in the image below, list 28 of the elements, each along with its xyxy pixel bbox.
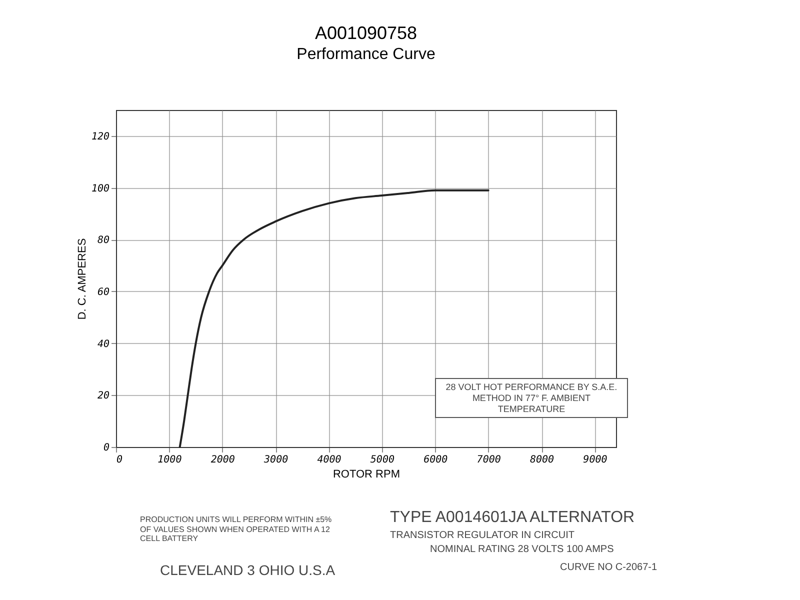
chart-title: A001090758	[314, 23, 418, 43]
text: CLEVELAND 3 OHIO U.S.A	[160, 562, 336, 579]
text: TYPE A0014601JA ALTERNATOR	[390, 508, 635, 528]
x-tick-label: 1000	[158, 454, 182, 466]
x-tick-label: 6000	[424, 454, 448, 466]
x-tick-label: 4000	[317, 454, 342, 466]
x-tick-label: 5000	[370, 454, 395, 466]
x-tick-label: 8000	[530, 454, 554, 466]
x-tick-label: 7000	[476, 454, 501, 466]
text: PRODUCTION UNITS WILL PERFORM WITHIN ±5% OF VALUES SHOWN WHEN OPERATED WITH A 12 CELL BATTERY	[140, 515, 333, 544]
annotation: 28 VOLT HOT PERFORMANCE BY S.A.E. METHOD IN 77° F. AMBIENT TEMPERATURE	[435, 378, 628, 418]
text: CURVE NO C-2067-1	[560, 562, 658, 574]
y-tick-label: 40	[97, 338, 110, 350]
y-tick-label: 60	[97, 286, 110, 298]
y-tick-label: 80	[97, 235, 110, 246]
y-tick-label: 0	[103, 442, 110, 454]
x-tick-label: 0	[116, 454, 123, 466]
chart-subtitle: Performance Curve	[296, 46, 436, 63]
x-tick-label: 2000	[210, 454, 235, 466]
y-tick-label: 100	[91, 183, 110, 194]
x-tick-label: 3000	[263, 454, 288, 466]
x-tick-label: 9000	[583, 454, 608, 466]
x-axis-title: ROTOR RPM	[332, 468, 400, 480]
y-axis-title: D. C. AMPERES	[76, 238, 88, 320]
text: TRANSISTOR REGULATOR IN CIRCUIT	[390, 530, 574, 542]
y-tick-label: 120	[91, 131, 110, 142]
y-tick-label: 20	[97, 390, 110, 402]
text: NOMINAL RATING 28 VOLTS 100 AMPS	[430, 544, 614, 556]
